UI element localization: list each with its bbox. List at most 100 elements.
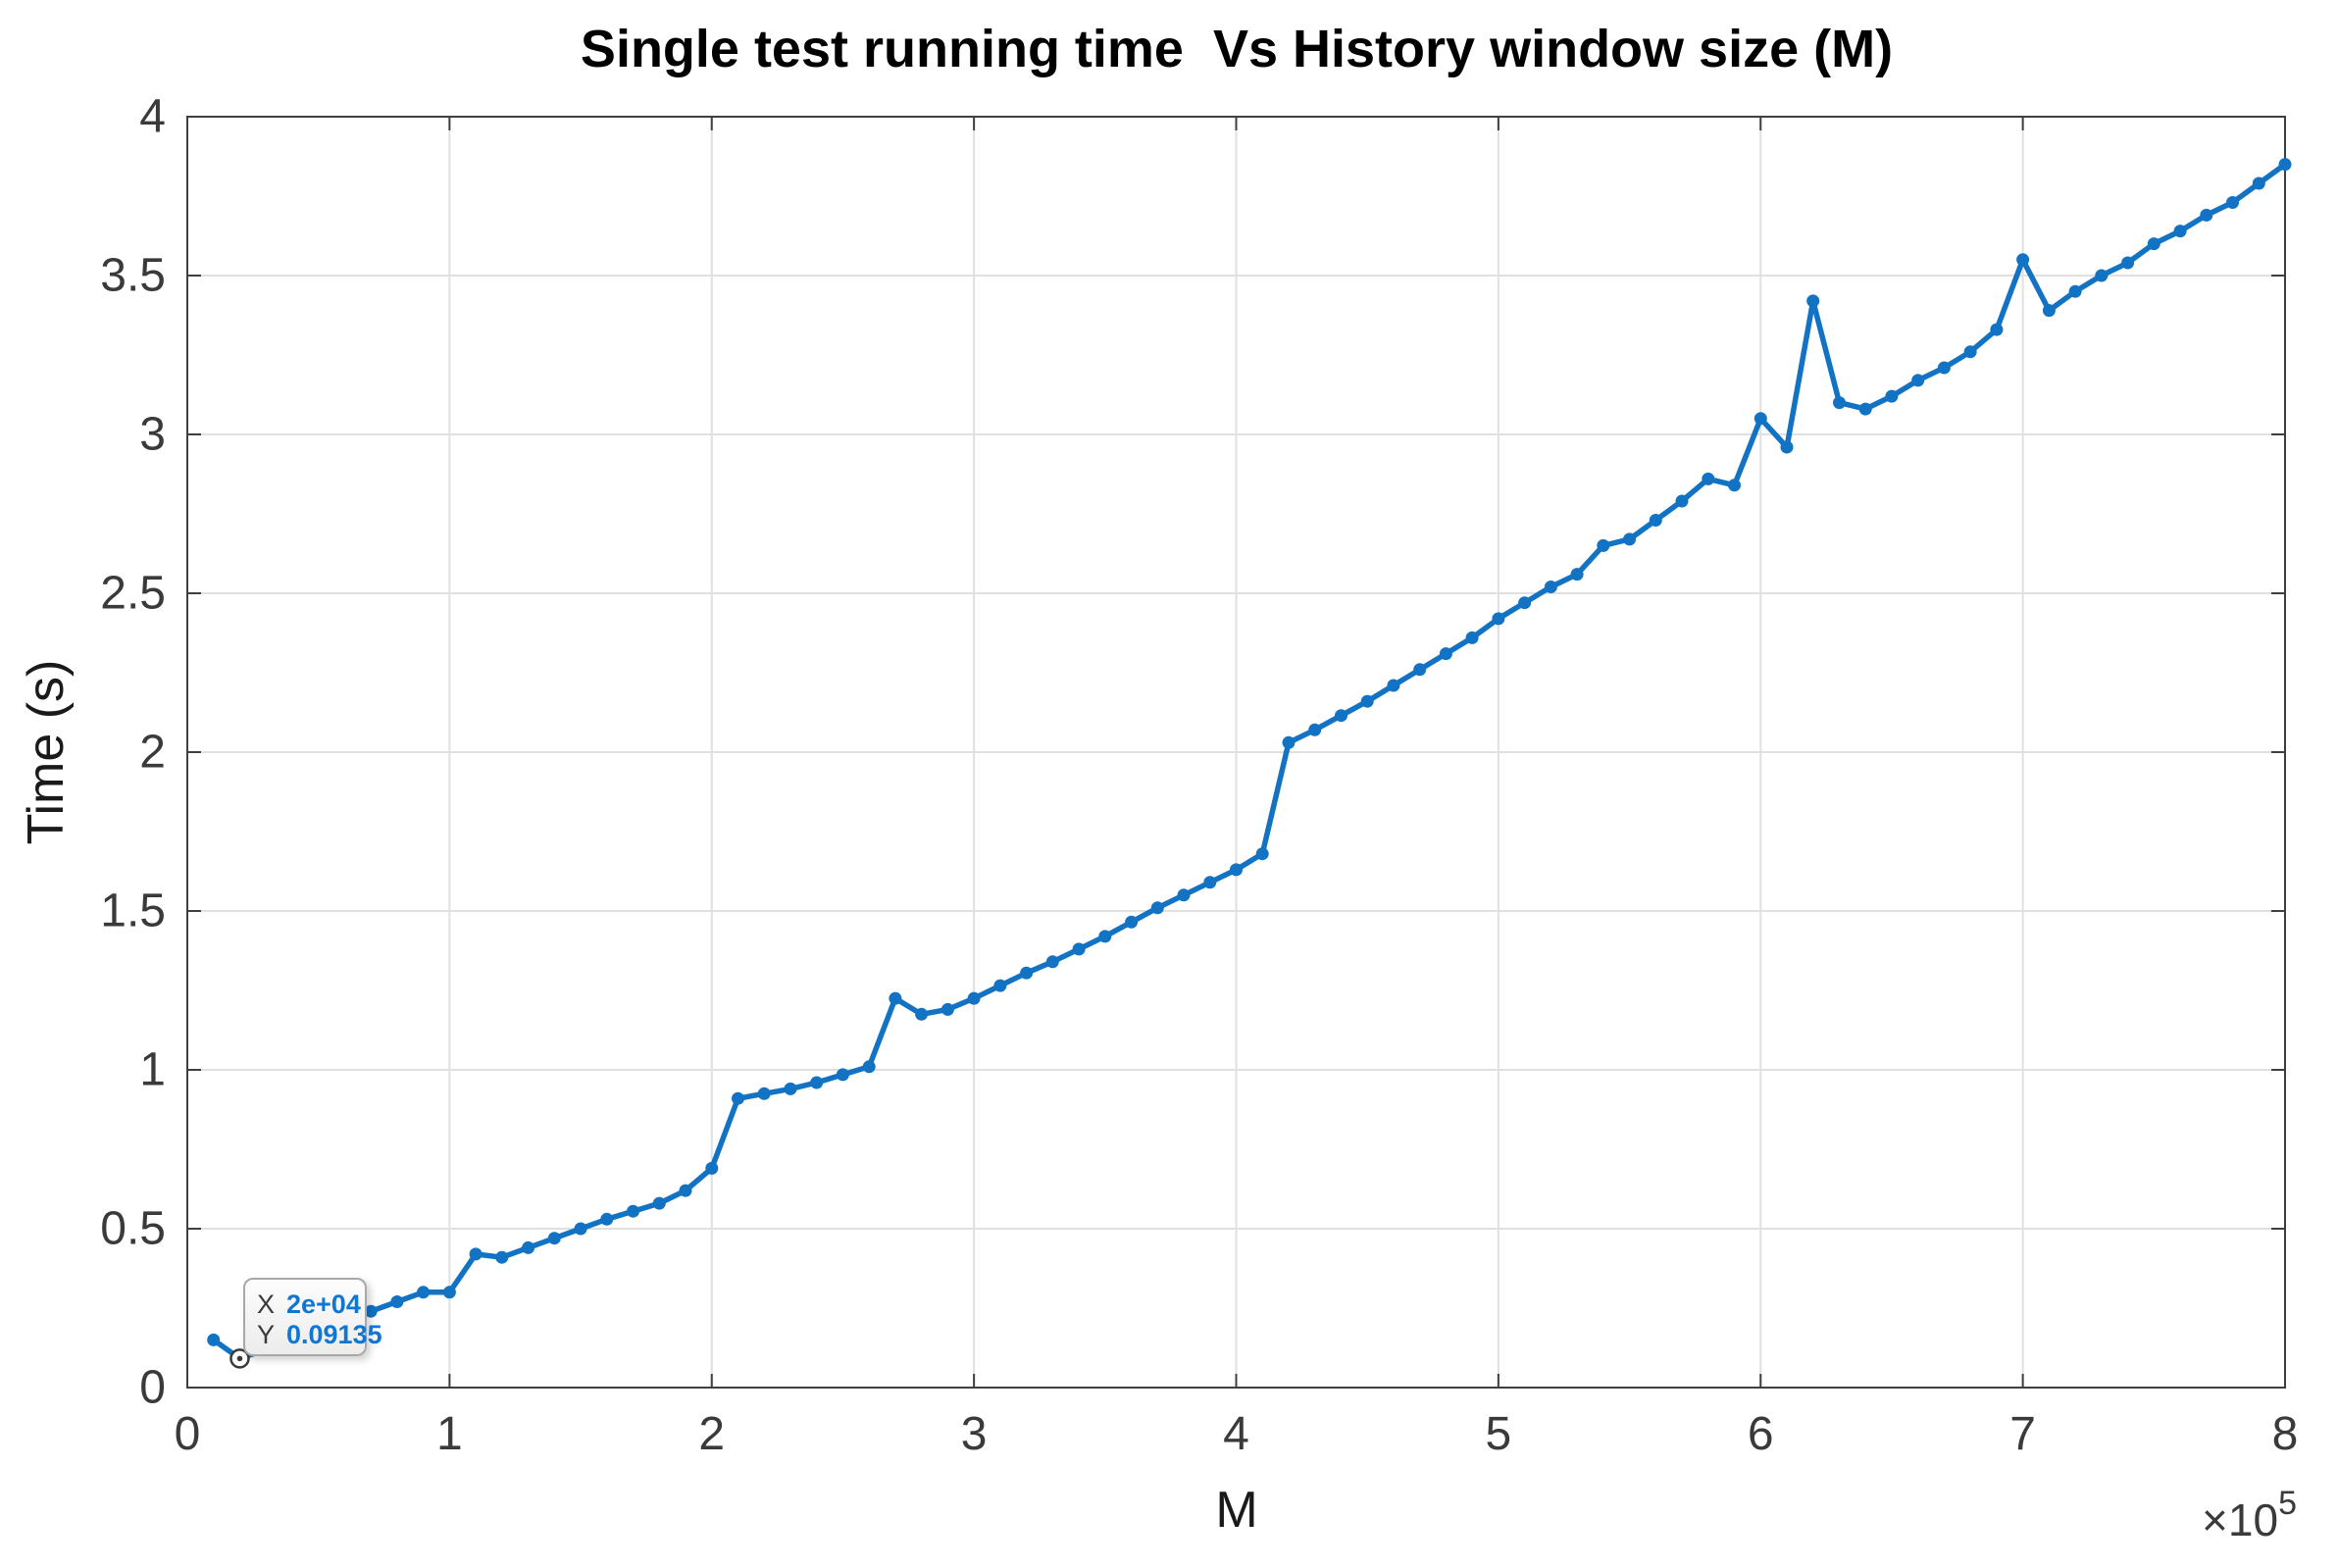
data-point-marker[interactable] (1098, 930, 1112, 943)
data-point-marker[interactable] (1045, 955, 1059, 969)
x-tick-label: 5 (1486, 1408, 1512, 1460)
y-tick-label: 1 (139, 1044, 166, 1096)
data-point-marker[interactable] (2016, 253, 2030, 267)
x-axis-exponent: ×105 (2202, 1485, 2297, 1545)
datatip-x-label: X (257, 1290, 276, 1319)
data-point-marker[interactable] (1675, 494, 1689, 508)
data-point-marker[interactable] (1937, 361, 1951, 375)
data-point-marker[interactable] (390, 1295, 404, 1308)
data-point-marker[interactable] (1335, 709, 1347, 723)
data-point-marker[interactable] (1806, 294, 1820, 308)
data-point-marker[interactable] (1465, 631, 1479, 644)
data-point-marker[interactable] (810, 1076, 824, 1089)
data-point-marker[interactable] (1282, 735, 1296, 749)
data-point-marker[interactable] (2226, 196, 2239, 209)
data-point-marker[interactable] (862, 1060, 876, 1074)
data-point-marker[interactable] (2068, 284, 2082, 298)
data-point-marker[interactable] (1623, 532, 1637, 546)
data-point-marker[interactable] (757, 1087, 771, 1100)
y-tick-label: 2 (139, 727, 166, 779)
data-point-marker[interactable] (1911, 374, 1925, 387)
data-point-marker[interactable] (442, 1286, 456, 1299)
data-point-marker[interactable] (1072, 942, 1086, 956)
data-point-marker[interactable] (2173, 225, 2187, 238)
data-point-marker[interactable] (1518, 596, 1532, 610)
y-tick-label: 3 (139, 409, 166, 461)
data-point-marker[interactable] (2278, 158, 2292, 172)
data-point-marker[interactable] (495, 1250, 509, 1264)
x-tick-label: 0 (175, 1408, 201, 1460)
data-point-marker[interactable] (1255, 847, 1269, 861)
data-point-marker[interactable] (207, 1333, 221, 1346)
data-point-marker[interactable] (652, 1196, 666, 1210)
data-point-marker[interactable] (679, 1184, 692, 1197)
series-line[interactable] (210, 161, 2288, 1362)
y-axis-label: Time (s) (18, 660, 75, 845)
data-point-marker[interactable] (1150, 901, 1164, 915)
y-tick-label: 1.5 (100, 885, 166, 937)
data-point-marker[interactable] (1230, 863, 1243, 877)
data-point-marker[interactable] (1125, 915, 1139, 929)
data-point-marker[interactable] (1203, 876, 1217, 889)
data-point-marker[interactable] (1597, 538, 1610, 552)
y-tick-label: 0.5 (100, 1203, 166, 1255)
data-point-marker[interactable] (2042, 304, 2056, 318)
x-tick-label: 7 (2009, 1408, 2036, 1460)
data-point-marker[interactable] (522, 1240, 535, 1254)
data-point-marker[interactable] (967, 991, 981, 1005)
data-point-marker[interactable] (1308, 723, 1322, 736)
data-point-marker[interactable] (1963, 345, 1977, 359)
data-point-marker[interactable] (574, 1222, 587, 1236)
x-tick-label: 4 (1223, 1408, 1249, 1460)
data-point-marker[interactable] (1990, 323, 2004, 336)
data-point-marker[interactable] (1649, 514, 1662, 527)
data-point-marker[interactable] (1439, 647, 1452, 661)
data-point-marker[interactable] (1858, 402, 1872, 416)
data-point-marker[interactable] (1702, 472, 1715, 485)
data-point-marker[interactable] (1885, 389, 1899, 403)
data-point-marker[interactable] (784, 1082, 797, 1095)
data-point-marker[interactable] (993, 979, 1007, 992)
data-point-marker[interactable] (2121, 256, 2135, 270)
x-axis-label: M (1215, 1482, 1257, 1539)
exponent-power: 5 (2278, 1485, 2297, 1522)
x-tick-label: 6 (1748, 1408, 1774, 1460)
data-point-marker[interactable] (1387, 679, 1400, 692)
data-point-marker[interactable] (1754, 412, 1767, 426)
data-point-marker[interactable] (1413, 663, 1427, 677)
data-point-marker[interactable] (1780, 440, 1794, 454)
datatip-y-value: 0.09135 (286, 1320, 382, 1349)
data-point-marker[interactable] (600, 1212, 614, 1226)
data-point-marker[interactable] (1360, 694, 1374, 708)
data-point-marker[interactable] (1177, 888, 1191, 902)
x-tick-label: 1 (436, 1408, 463, 1460)
datatip[interactable]: X 2e+04 Y 0.09135 (243, 1278, 382, 1356)
data-point-marker[interactable] (940, 1002, 954, 1016)
data-point-marker[interactable] (547, 1232, 561, 1245)
data-point-marker[interactable] (1020, 966, 1034, 980)
data-point-marker[interactable] (1544, 581, 1557, 593)
exponent-base: ×10 (2202, 1494, 2278, 1545)
data-point-marker[interactable] (2252, 177, 2265, 190)
data-point-marker[interactable] (364, 1304, 378, 1318)
data-point-marker[interactable] (915, 1007, 929, 1021)
data-point-marker[interactable] (1570, 568, 1584, 582)
data-point-marker[interactable] (2147, 237, 2160, 251)
data-point-marker[interactable] (889, 991, 902, 1005)
data-point-marker[interactable] (705, 1161, 719, 1175)
data-point-marker[interactable] (732, 1091, 744, 1105)
data-point-marker[interactable] (836, 1068, 849, 1082)
data-point-marker[interactable] (1728, 479, 1741, 492)
datatip-x-row: X 2e+04 (257, 1290, 361, 1320)
data-point-marker[interactable] (627, 1204, 639, 1218)
data-point-marker[interactable] (417, 1286, 431, 1299)
data-point-marker[interactable] (2200, 208, 2213, 222)
data-point-marker[interactable] (469, 1247, 483, 1261)
datatip-y-row: Y 0.09135 (257, 1320, 382, 1350)
data-point-marker[interactable] (1492, 612, 1505, 626)
chart-title: Single test running time Vs History wind… (581, 20, 1893, 78)
series-layer[interactable] (207, 158, 2292, 1369)
data-point-marker[interactable] (2095, 269, 2109, 282)
data-point-marker[interactable] (1833, 396, 1846, 410)
